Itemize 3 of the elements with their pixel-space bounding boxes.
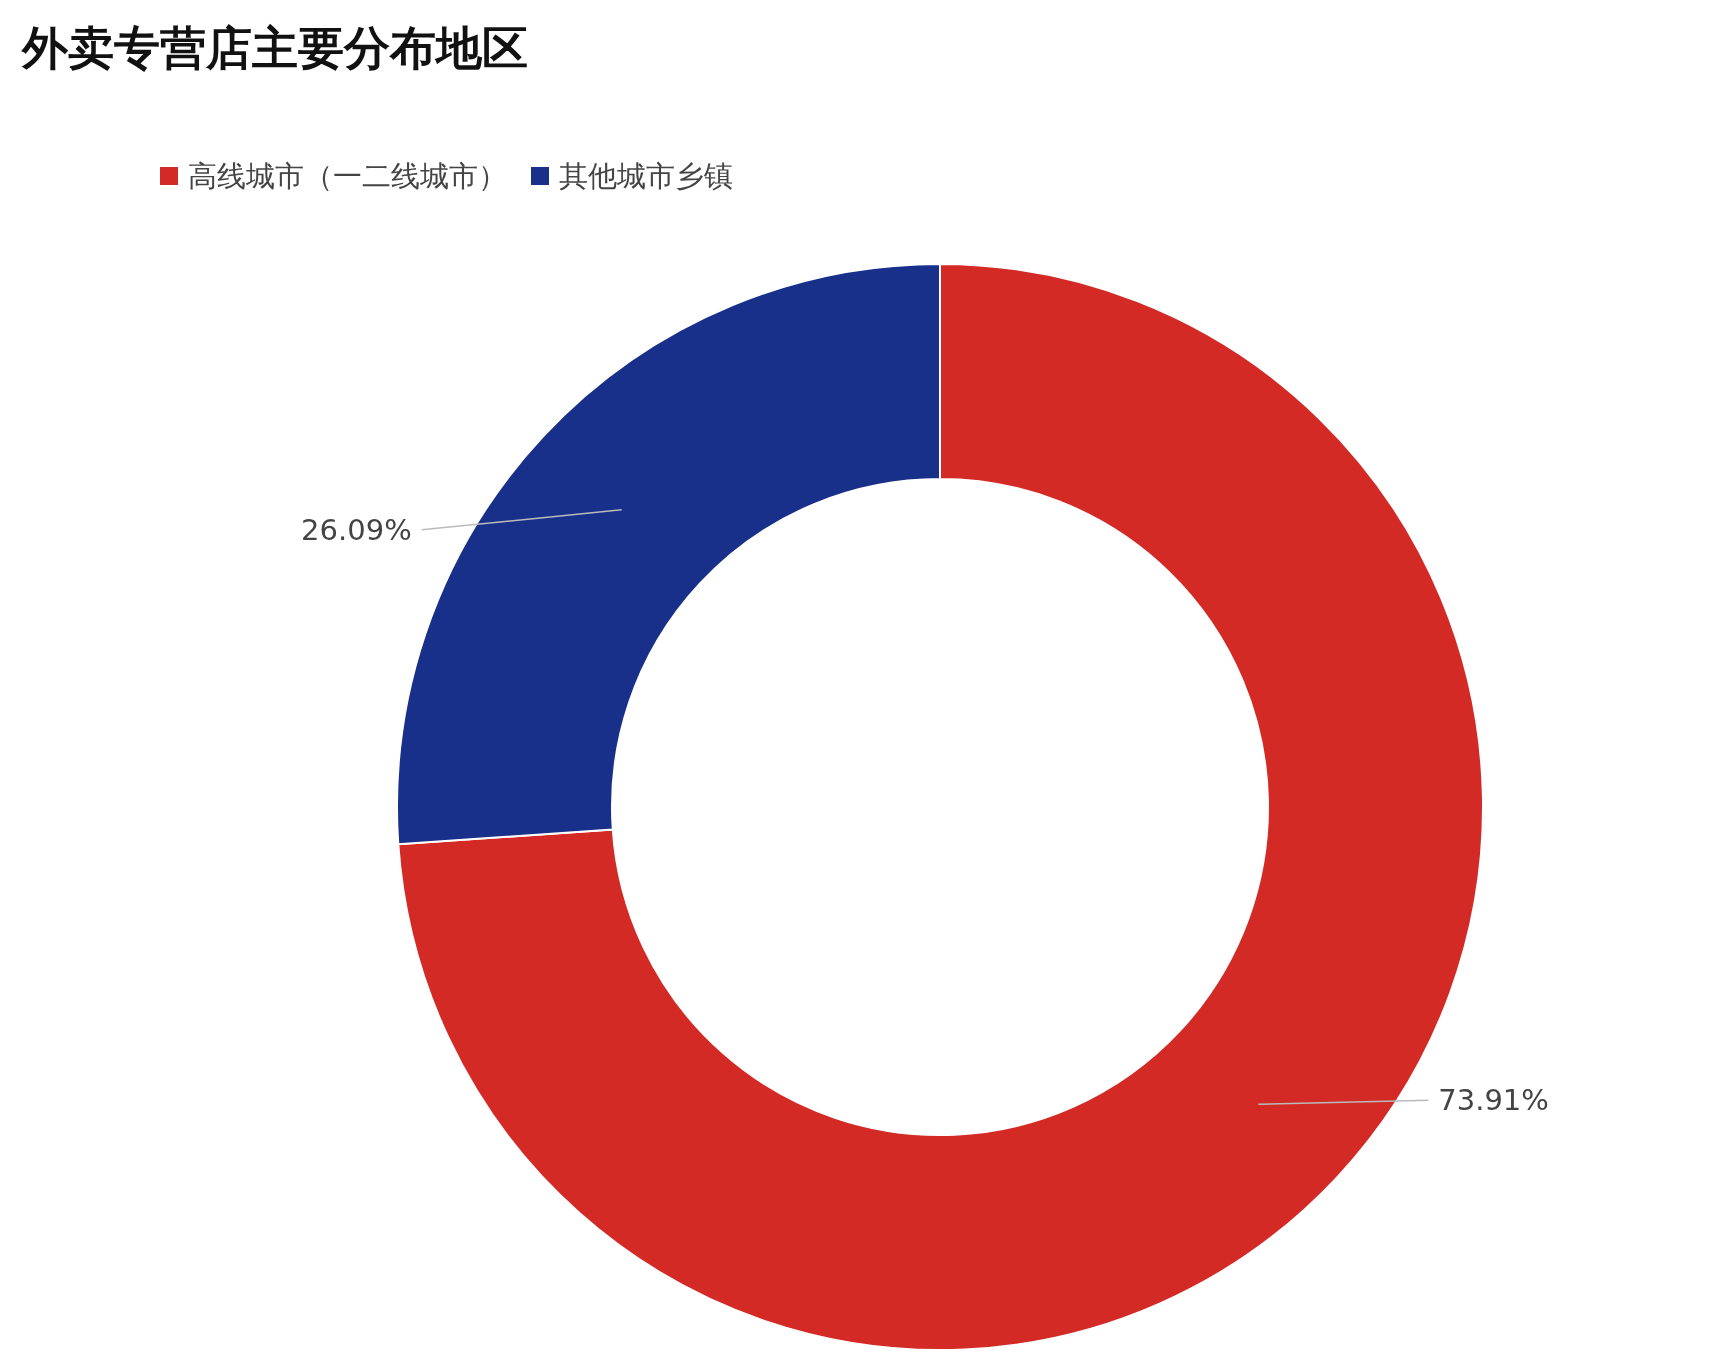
- legend-label: 其他城市乡镇: [559, 159, 733, 193]
- legend-label: 高线城市（一二线城市）: [188, 159, 507, 193]
- title: 外卖专营店主要分布地区: [22, 21, 528, 75]
